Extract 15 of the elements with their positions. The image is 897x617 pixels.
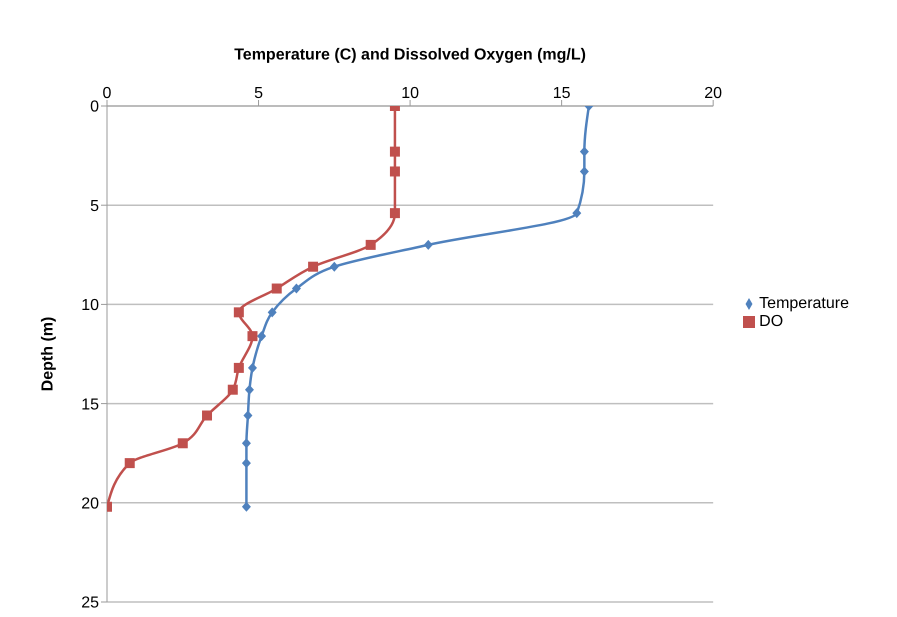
x-tick-label: 0 xyxy=(102,85,112,102)
x-tick-label: 10 xyxy=(401,85,420,102)
y-tick-label: 25 xyxy=(81,594,100,612)
legend-label: DO xyxy=(759,313,784,330)
legend-label: Temperature xyxy=(759,295,849,312)
x-tick-label: 20 xyxy=(704,85,722,102)
y-tick-label: 0 xyxy=(90,98,100,116)
y-tick-label: 5 xyxy=(90,198,100,215)
y-tick-label: 15 xyxy=(81,396,100,414)
x-axis-title: Temperature (C) and Dissolved Oxygen (mg/L) xyxy=(234,46,586,64)
x-tick-label: 15 xyxy=(552,85,571,102)
y-tick-label: 10 xyxy=(81,297,100,314)
x-tick-label: 5 xyxy=(254,85,264,102)
y-axis-title: Depth (m) xyxy=(40,316,57,392)
y-tick-label: 20 xyxy=(81,495,100,512)
